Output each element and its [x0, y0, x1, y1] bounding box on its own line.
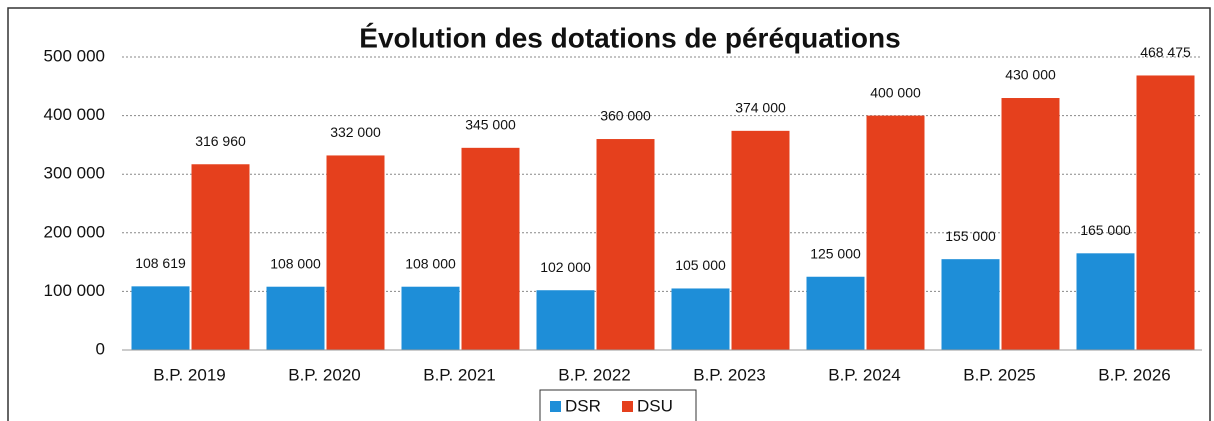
value-label: 430 000 — [1005, 67, 1056, 83]
value-label: 108 619 — [135, 255, 186, 271]
x-tick-label: B.P. 2020 — [288, 365, 360, 384]
y-tick-label: 0 — [96, 339, 105, 358]
bar — [866, 115, 925, 350]
value-label: 165 000 — [1080, 222, 1131, 238]
x-tick-label: B.P. 2023 — [693, 365, 765, 384]
y-tick-label: 200 000 — [44, 222, 105, 241]
value-label: 125 000 — [810, 245, 861, 261]
value-label: 374 000 — [735, 100, 786, 116]
x-tick-label: B.P. 2021 — [423, 365, 495, 384]
bar — [1076, 253, 1135, 350]
bar — [266, 286, 325, 350]
bar — [191, 164, 250, 350]
value-label: 360 000 — [600, 108, 651, 124]
x-tick-label: B.P. 2024 — [828, 365, 900, 384]
bar — [401, 286, 460, 350]
chart-frame — [7, 7, 1211, 421]
x-tick-label: B.P. 2025 — [963, 365, 1035, 384]
legend-swatch — [550, 401, 561, 412]
y-tick-label: 500 000 — [44, 46, 105, 65]
legend-box — [539, 389, 697, 421]
value-label: 105 000 — [675, 257, 726, 273]
value-label: 468 475 — [1140, 44, 1191, 60]
value-label: 332 000 — [330, 124, 381, 140]
bar — [131, 286, 190, 350]
bar — [671, 288, 730, 350]
value-label: 155 000 — [945, 228, 996, 244]
legend-label: DSR — [565, 396, 601, 415]
bar — [326, 155, 385, 350]
legend-label: DSU — [637, 396, 673, 415]
value-label: 108 000 — [270, 255, 321, 271]
x-tick-label: B.P. 2026 — [1098, 365, 1170, 384]
y-tick-label: 100 000 — [44, 281, 105, 300]
y-tick-label: 300 000 — [44, 164, 105, 183]
x-tick-label: B.P. 2019 — [153, 365, 225, 384]
bar — [1136, 75, 1195, 351]
chart-title: Évolution des dotations de péréquations — [359, 22, 900, 53]
legend-swatch — [622, 401, 633, 412]
bar — [1001, 98, 1060, 351]
bar — [941, 259, 1000, 350]
bar — [731, 130, 790, 350]
bar — [806, 276, 865, 350]
value-label: 108 000 — [405, 255, 456, 271]
bar — [596, 139, 655, 350]
value-label: 345 000 — [465, 117, 516, 133]
x-tick-label: B.P. 2022 — [558, 365, 630, 384]
bar — [536, 290, 595, 350]
value-label: 102 000 — [540, 259, 591, 275]
value-label: 316 960 — [195, 133, 246, 149]
y-tick-label: 400 000 — [44, 105, 105, 124]
value-label: 400 000 — [870, 84, 921, 100]
bar — [461, 147, 520, 350]
